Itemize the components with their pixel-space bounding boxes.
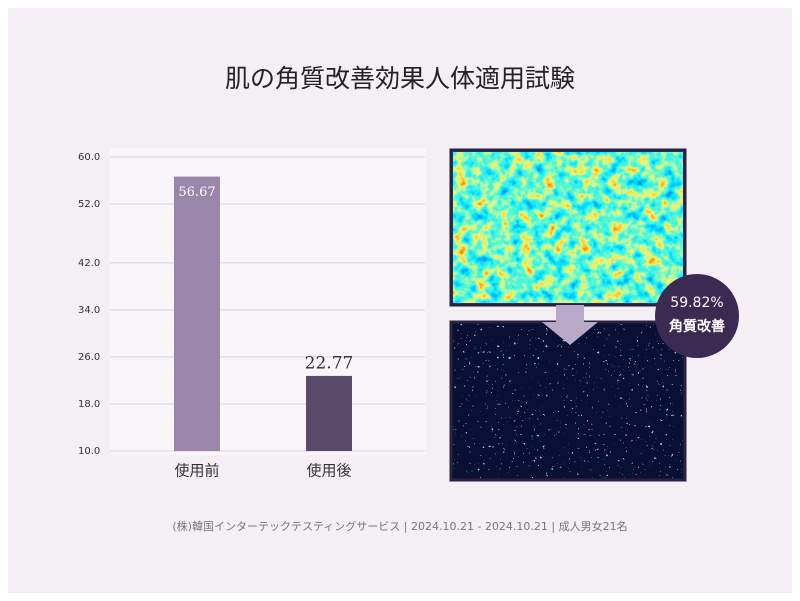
y-tick-label: 18.0 <box>78 399 100 410</box>
y-tick-label: 34.0 <box>78 305 100 316</box>
badge-label: 角質改善 <box>668 318 725 335</box>
y-tick-label: 52.0 <box>78 199 100 210</box>
x-tick-label: 使用前 <box>174 462 219 480</box>
x-tick-label: 使用後 <box>306 462 351 480</box>
after-texture <box>453 324 683 478</box>
y-tick-label: 26.0 <box>78 352 100 363</box>
badge <box>655 274 739 358</box>
chart-title: 肌の角質改善効果人体適用試験 <box>225 64 575 93</box>
value-label: 56.67 <box>178 185 215 200</box>
plot-area <box>110 148 426 455</box>
y-tick-label: 42.0 <box>78 258 100 269</box>
before-texture <box>453 152 683 303</box>
bar <box>306 375 352 451</box>
y-tick-label: 10.0 <box>78 446 100 457</box>
value-label: 22.77 <box>305 353 354 373</box>
badge-value: 59.82% <box>670 295 723 311</box>
footer: (株)韓国インターテックテスティングサービス | 2024.10.21 - 20… <box>172 519 627 533</box>
bar <box>174 176 220 452</box>
arrow <box>542 305 598 345</box>
y-tick-label: 60.0 <box>78 152 100 163</box>
